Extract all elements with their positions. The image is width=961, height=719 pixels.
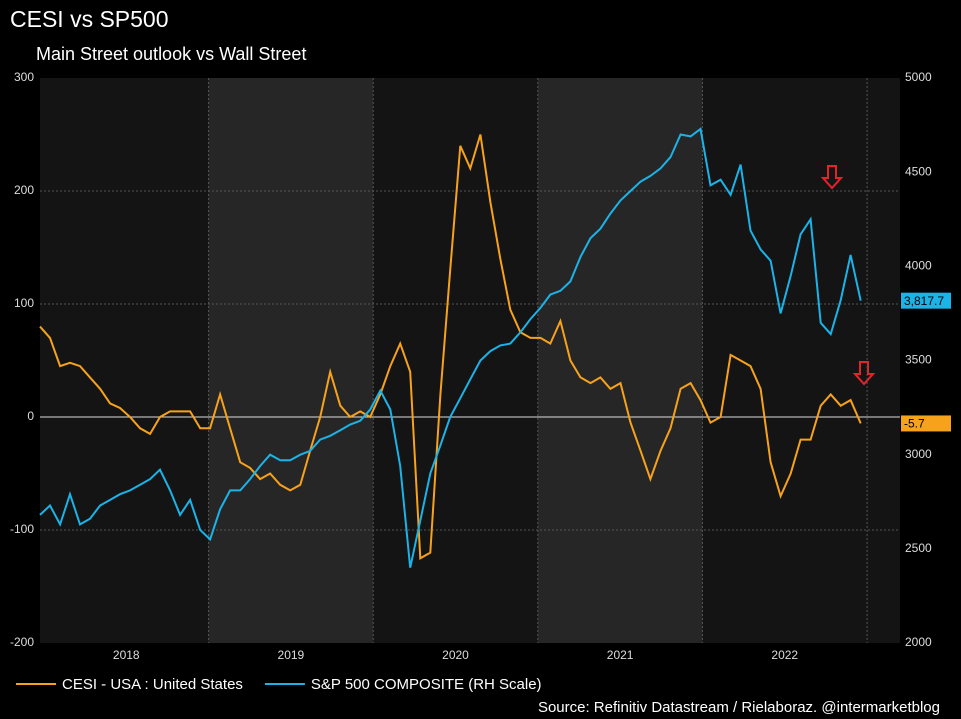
- y2-tick-label: 4500: [905, 164, 932, 178]
- y-tick-label: 100: [14, 296, 34, 310]
- down-arrow: [820, 165, 844, 190]
- y-tick-label: 0: [27, 409, 34, 423]
- plot-background: [40, 78, 900, 643]
- legend-label: CESI - USA : United States: [62, 676, 243, 693]
- annotation-arrows: [820, 165, 876, 386]
- legend-label: S&P 500 COMPOSITE (RH Scale): [311, 676, 542, 693]
- series-line: [39, 134, 862, 560]
- year-band: [208, 78, 374, 643]
- chart-subtitle: Main Street outlook vs Wall Street: [36, 44, 306, 64]
- y2-tick-label: 5000: [905, 70, 932, 84]
- x-tick-label: 2018: [113, 648, 140, 662]
- year-band: [537, 78, 703, 643]
- y2-tick-label: 3000: [905, 447, 932, 461]
- last-value-label: -5.7: [904, 417, 925, 431]
- source-note: Source: Refinitiv Datastream / Rielabora…: [538, 699, 940, 716]
- y2-tick-label: 3500: [905, 353, 932, 367]
- last-value-label: 3,817.7: [904, 294, 944, 308]
- y2-tick-label: 2000: [905, 635, 932, 649]
- x-tick-label: 2022: [771, 648, 798, 662]
- y2-tick-label: 2500: [905, 541, 932, 555]
- plot-area: [40, 78, 900, 643]
- last-value-box: [901, 415, 951, 432]
- y-tick-label: -100: [10, 522, 34, 536]
- y-tick-label: -200: [10, 635, 34, 649]
- y2-tick-label: 4000: [905, 259, 932, 273]
- x-tick-label: 2021: [607, 648, 634, 662]
- down-arrow: [852, 361, 876, 386]
- last-value-box: [901, 292, 951, 309]
- series-line: [39, 127, 862, 568]
- chart-title: CESI vs SP500: [10, 6, 169, 32]
- y-tick-label: 200: [14, 183, 34, 197]
- y-tick-label: 300: [14, 70, 34, 84]
- x-tick-label: 2020: [442, 648, 469, 662]
- x-tick-label: 2019: [278, 648, 305, 662]
